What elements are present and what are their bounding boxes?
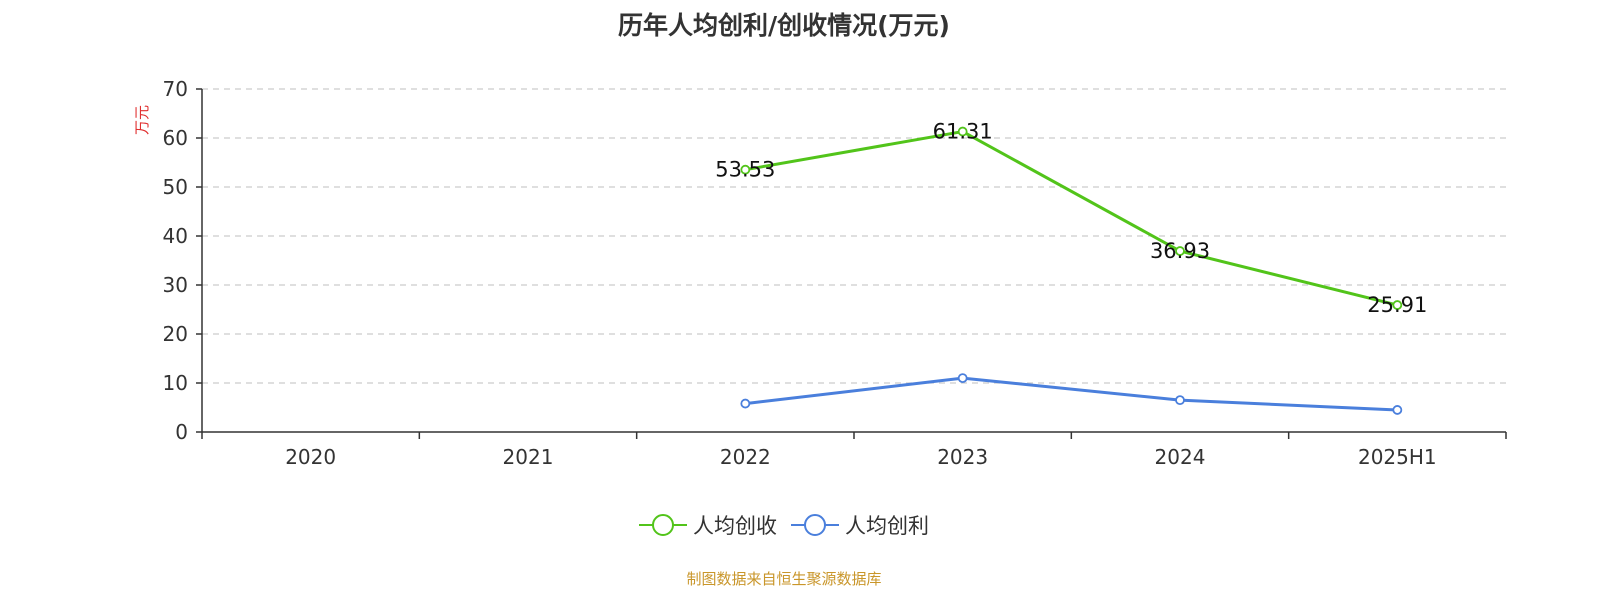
data-point (1392, 300, 1403, 310)
y-tick-label: 20 (163, 322, 188, 346)
series-line (745, 130, 1398, 307)
data-point (740, 164, 751, 175)
legend-item[interactable]: 人均创利 (791, 510, 929, 540)
x-tick-label: 2020 (285, 445, 336, 469)
y-tick-label: 0 (175, 420, 188, 444)
data-labels: 53.53 61.31 36.93 25.91 (715, 120, 1427, 317)
data-label: 53.53 (715, 158, 775, 182)
data-label: 36.93 (1150, 239, 1210, 263)
data-point (957, 126, 968, 137)
data-label: 61.31 (933, 120, 993, 144)
data-point (1175, 395, 1185, 406)
data-point (1392, 405, 1403, 415)
data-point (1175, 246, 1185, 256)
y-tick-label: 40 (163, 224, 188, 248)
data-label: 25.91 (1367, 293, 1427, 317)
series-lines (740, 126, 1403, 415)
y-tick-label: 10 (163, 371, 188, 395)
line-chart: 0 10 20 30 40 50 60 70 2020 2021 2022 2023 2024 2025H… (133, 77, 1507, 469)
x-tick-label: 2021 (503, 445, 554, 469)
y-tick-label: 60 (163, 126, 188, 150)
y-tick-label: 70 (163, 77, 188, 101)
legend: 人均创收 人均创利 (0, 510, 1568, 540)
x-tick-label: 2023 (937, 445, 988, 469)
y-tick-label: 30 (163, 273, 188, 297)
grid-lines (202, 88, 1506, 384)
data-point (740, 398, 751, 409)
legend-item[interactable]: 人均创收 (639, 510, 777, 540)
data-point (957, 373, 968, 384)
y-axis-label: 万元 (133, 105, 151, 135)
chart-title: 历年人均创利/创收情况(万元) (618, 11, 950, 40)
axes: 0 10 20 30 40 50 60 70 2020 2021 2022 2023 2024 2025H… (133, 77, 1507, 469)
legend-line-circle-icon (791, 514, 839, 536)
x-tick-label: 2022 (720, 445, 771, 469)
series-line (745, 376, 1398, 412)
legend-label: 人均创利 (845, 514, 929, 538)
legend-line-circle-icon (639, 514, 687, 536)
y-tick-label: 50 (163, 175, 188, 199)
legend-label: 人均创收 (693, 514, 777, 538)
x-tick-label: 2024 (1155, 445, 1206, 469)
x-tick-label: 2025H1 (1358, 445, 1437, 469)
source-note: 制图数据来自恒生聚源数据库 (686, 570, 882, 588)
